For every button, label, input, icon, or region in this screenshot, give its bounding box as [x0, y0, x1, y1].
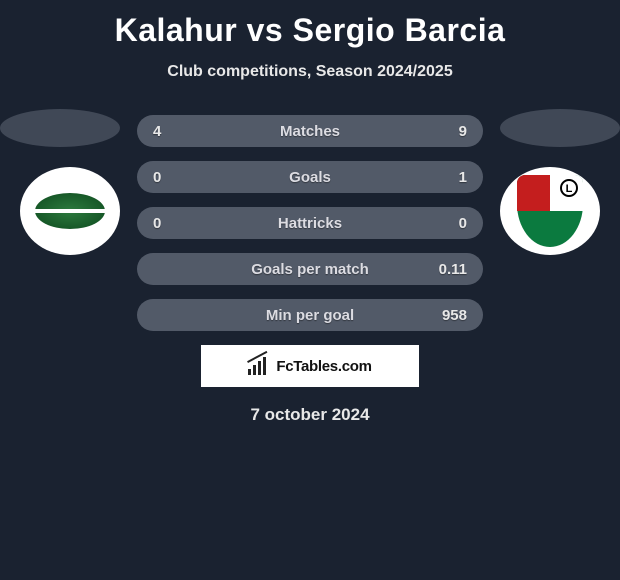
chart-icon — [248, 357, 270, 375]
club-badge-right: L — [500, 167, 600, 255]
club-badge-left — [20, 167, 120, 255]
date-label: 7 october 2024 — [0, 405, 620, 425]
stat-row: Min per goal 958 — [137, 299, 483, 331]
stat-row: Goals per match 0.11 — [137, 253, 483, 285]
source-logo: FcTables.com — [201, 345, 419, 387]
stat-label: Min per goal — [137, 307, 483, 324]
stat-row: 0 Goals 1 — [137, 161, 483, 193]
logo-text: FcTables.com — [276, 358, 371, 375]
stat-label: Goals — [137, 169, 483, 186]
player-oval-left — [0, 109, 120, 147]
page-title: Kalahur vs Sergio Barcia — [0, 0, 620, 49]
player-oval-right — [500, 109, 620, 147]
stat-label: Matches — [137, 123, 483, 140]
stat-row: 0 Hattricks 0 — [137, 207, 483, 239]
subtitle: Club competitions, Season 2024/2025 — [0, 63, 620, 81]
stat-label: Goals per match — [137, 261, 483, 278]
comparison-container: L 4 Matches 9 0 Goals 1 0 Hattricks 0 Go… — [0, 109, 620, 425]
stats-rows: 4 Matches 9 0 Goals 1 0 Hattricks 0 Goal… — [137, 109, 483, 331]
stat-label: Hattricks — [137, 215, 483, 232]
stat-row: 4 Matches 9 — [137, 115, 483, 147]
